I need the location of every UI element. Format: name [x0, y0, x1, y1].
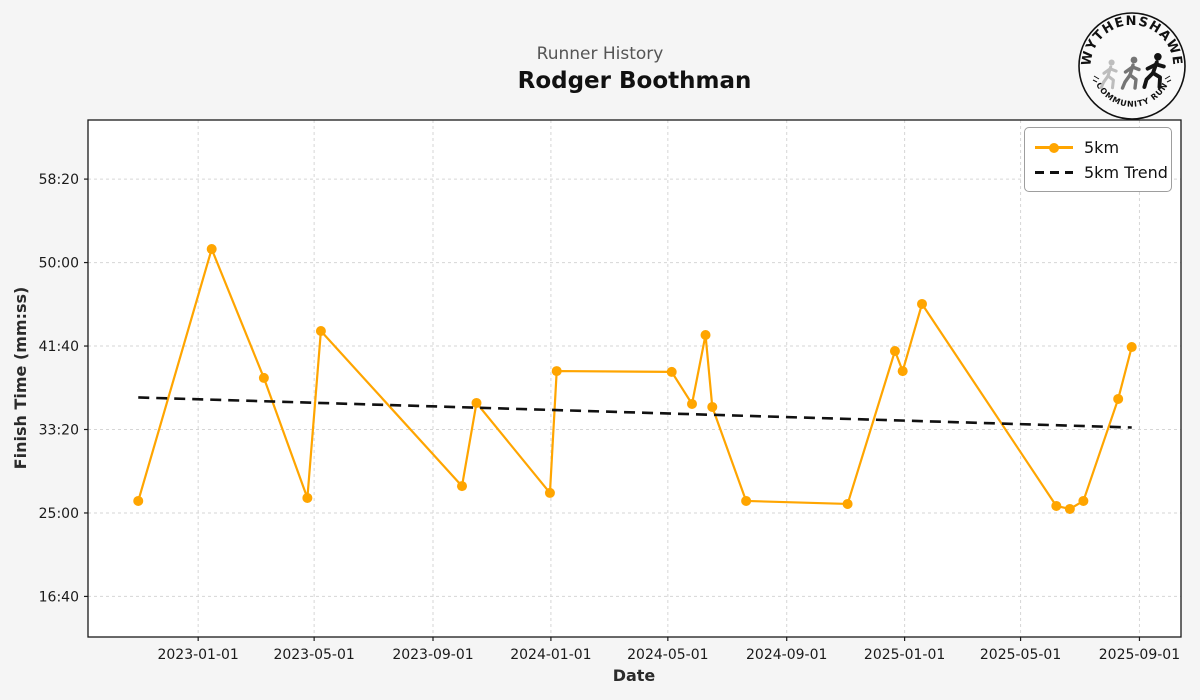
- x-tick-label: 2024-01-01: [510, 647, 591, 663]
- x-tick-label: 2025-01-01: [864, 647, 945, 663]
- chart-legend: 5km 5km Trend: [1024, 127, 1172, 192]
- data-point-marker: [258, 372, 269, 383]
- data-point-marker: [1051, 500, 1062, 511]
- data-point-marker: [551, 366, 562, 377]
- data-point-marker: [456, 481, 467, 492]
- logo-flourish: [1092, 75, 1100, 83]
- series-5km-trend-line: [138, 396, 1132, 429]
- x-tick-label: 2023-09-01: [392, 647, 473, 663]
- runner-icon: [1142, 53, 1166, 89]
- data-point-marker: [302, 492, 313, 503]
- logo-flourish: [1164, 75, 1172, 83]
- plot-background: [88, 120, 1181, 637]
- legend-item-5km-trend: 5km Trend: [1035, 160, 1168, 185]
- legend-trend-label: 5km Trend: [1084, 163, 1168, 182]
- y-tick-label: 41:40: [39, 339, 79, 355]
- legend-trend-dashed-line-icon: [1035, 167, 1073, 178]
- y-tick-label: 50:00: [39, 256, 79, 272]
- x-tick-label: 2025-09-01: [1099, 647, 1180, 663]
- x-axis-label: Date: [613, 666, 656, 685]
- data-point-marker: [1126, 342, 1137, 353]
- data-point-marker: [315, 326, 326, 337]
- plot-area: 2023-01-01 2023-05-01 2023-09-01 2024-01-01…: [39, 119, 1182, 663]
- x-tick-label: 2025-05-01: [980, 647, 1061, 663]
- legend-5km-line-icon: [1035, 142, 1073, 153]
- figure-suptitle: Runner History: [536, 44, 664, 64]
- data-point-marker: [1064, 503, 1075, 514]
- x-tick-label: 2024-09-01: [746, 647, 827, 663]
- chart-title: Rodger Boothman: [517, 68, 752, 94]
- data-point-marker: [897, 366, 908, 377]
- axes-spines: [87, 119, 1182, 638]
- legend-item-5km: 5km: [1035, 135, 1161, 160]
- gridlines: [88, 120, 1181, 637]
- data-point-marker: [666, 366, 677, 377]
- data-point-marker: [544, 487, 555, 498]
- club-logo: WYTHENSHAWE COMMUNITY RUN: [1078, 12, 1186, 120]
- x-tick-label: 2023-01-01: [157, 647, 238, 663]
- data-point-marker: [741, 495, 752, 506]
- y-tick-label: 25:00: [39, 506, 79, 522]
- y-tick-label: 58:20: [39, 172, 79, 188]
- data-point-marker: [1078, 495, 1089, 506]
- y-axis-label: Finish Time (mm:ss): [11, 287, 30, 470]
- y-tick-label: 33:20: [39, 422, 79, 438]
- data-point-marker: [889, 346, 900, 357]
- data-point-marker: [700, 330, 711, 341]
- axis-ticks: 2023-01-01 2023-05-01 2023-09-01 2024-01-01…: [39, 172, 1180, 663]
- x-tick-label: 2024-05-01: [627, 647, 708, 663]
- series-5km: [133, 244, 1137, 514]
- data-point-marker: [917, 298, 928, 309]
- data-point-marker: [206, 244, 217, 255]
- x-tick-label: 2023-05-01: [273, 647, 354, 663]
- series-5km-trend: [138, 396, 1132, 429]
- data-point-marker: [471, 397, 482, 408]
- data-point-marker: [133, 495, 144, 506]
- data-point-marker: [842, 498, 853, 509]
- legend-5km-label: 5km: [1084, 138, 1120, 157]
- runner-icon: [1120, 56, 1141, 90]
- runner-icon: [1099, 59, 1118, 90]
- data-point-marker: [687, 398, 698, 409]
- data-point-marker: [707, 401, 718, 412]
- data-point-marker: [1113, 393, 1124, 404]
- y-tick-label: 16:40: [39, 589, 79, 605]
